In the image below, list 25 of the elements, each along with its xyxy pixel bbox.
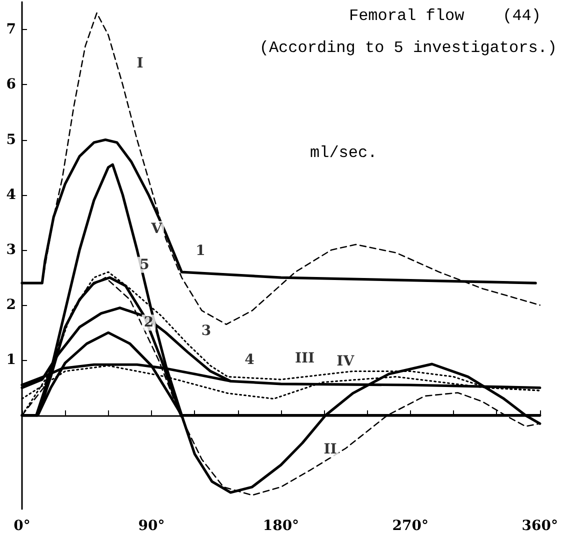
annotation: II — [324, 441, 337, 458]
annotation: I — [136, 56, 144, 72]
annotation: V — [150, 220, 164, 237]
x-tick-label: 0° — [14, 518, 30, 533]
y-tick-label: 6 — [6, 76, 16, 93]
annotation: 3 — [201, 322, 212, 339]
y-tick-label: 1 — [6, 352, 16, 368]
annotation: 5 — [140, 256, 150, 273]
annotation: 1 — [196, 243, 206, 260]
text: (According to 5 investigators.) — [259, 39, 558, 57]
x-tick-label: 180° — [262, 518, 300, 533]
x-tick-label: 90° — [138, 518, 165, 533]
chart-title: Femoral flow (44) — [348, 7, 541, 25]
annotation: IV — [336, 353, 356, 370]
y-tick-label: 7 — [6, 22, 16, 38]
y-tick-label: 2 — [6, 297, 16, 314]
x-tick-label: 360° — [522, 518, 558, 533]
x-tick-label: 270° — [392, 518, 429, 533]
y-tick-label: 5 — [6, 132, 16, 148]
y-tick-label: 3 — [6, 242, 16, 258]
annotation: 2 — [144, 314, 154, 331]
annotation: 4 — [244, 352, 255, 368]
y-axis-title: ml/sec. — [310, 144, 378, 162]
y-tick-label: 4 — [6, 186, 16, 203]
annotation: III — [294, 350, 315, 366]
